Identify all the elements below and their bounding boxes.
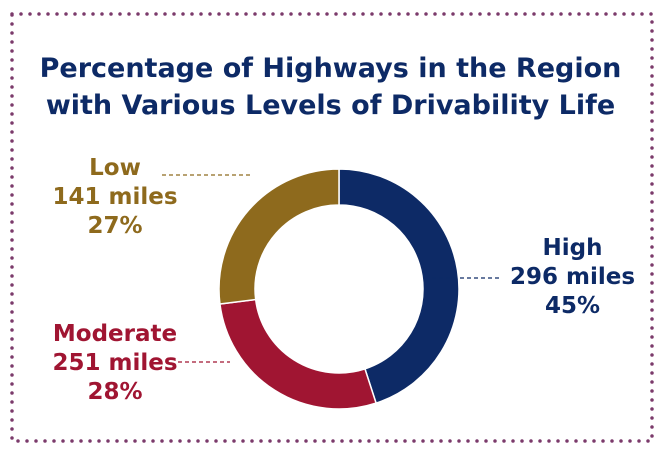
slice-label-moderate: Moderate 251 miles 28% bbox=[35, 320, 195, 407]
slice-moderate bbox=[219, 298, 378, 410]
slice-miles-moderate: 251 miles bbox=[52, 350, 178, 376]
slice-name-moderate: Moderate bbox=[52, 321, 178, 347]
slice-name-high: High bbox=[542, 235, 603, 261]
chart-title-line-2: with Various Levels of Drivability Life bbox=[45, 90, 616, 121]
slice-percent-moderate: 28% bbox=[87, 379, 143, 405]
slice-label-low: Low 141 miles 27% bbox=[40, 154, 190, 241]
slice-percent-high: 45% bbox=[544, 293, 601, 319]
slice-high bbox=[338, 168, 460, 405]
slice-low bbox=[218, 168, 340, 305]
slice-miles-high: 296 miles bbox=[509, 264, 636, 290]
chart-title: Percentage of Highways in the Region wit… bbox=[0, 50, 661, 124]
slice-label-high: High 296 miles 45% bbox=[500, 234, 645, 321]
donut-slices bbox=[218, 168, 460, 410]
slice-name-low: Low bbox=[89, 155, 141, 181]
slice-percent-low: 27% bbox=[87, 213, 143, 239]
chart-title-line-1: Percentage of Highways in the Region bbox=[39, 53, 622, 84]
dotted-border bbox=[10, 12, 654, 443]
slice-miles-low: 141 miles bbox=[52, 184, 178, 210]
